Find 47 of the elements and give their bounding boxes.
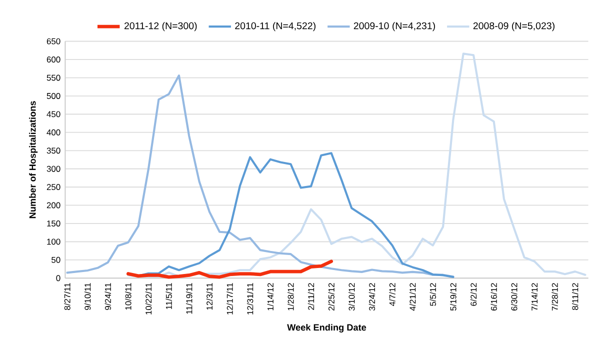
x-tick-label: 5/19/12 — [450, 283, 456, 311]
legend-label: 2010-11 (N=4,522) — [235, 22, 316, 32]
y-tick-label: 450 — [46, 111, 60, 118]
x-tick-label: 8/11/12 — [572, 283, 578, 310]
y-tick-label: 150 — [47, 220, 60, 227]
y-tick-label: 650 — [46, 38, 60, 45]
x-tick-label: 8/27/11 — [64, 283, 70, 310]
y-tick-label: 100 — [47, 238, 60, 245]
x-tick-label: 6/30/12 — [511, 283, 518, 311]
y-tick-label: 50 — [52, 257, 60, 264]
x-axis-title: Week Ending Date — [287, 324, 366, 333]
x-tick-label: 4/21/12 — [409, 283, 416, 311]
x-tick-label: 1/28/12 — [288, 283, 294, 311]
legend-label: 2011-12 (N=300) — [124, 22, 197, 32]
x-tick-label: 7/28/12 — [552, 283, 558, 311]
y-tick-label: 300 — [46, 166, 60, 172]
x-tick-label: 11/19/11 — [186, 283, 192, 314]
x-tick-label: 1/14/12 — [267, 283, 274, 311]
x-tick-label: 6/16/12 — [490, 283, 497, 311]
y-tick-label: 550 — [46, 74, 60, 81]
x-tick-label: 12/3/11 — [206, 283, 213, 310]
x-tick-label: 9/24/11 — [104, 283, 111, 310]
x-tick-label: 11/5/11 — [166, 283, 172, 310]
x-tick-label: 9/10/11 — [84, 283, 91, 310]
y-axis-title: Number of Hospitalizations — [29, 101, 38, 218]
x-tick-label: 5/5/12 — [430, 283, 436, 306]
x-tick-label: 12/17/11 — [226, 283, 233, 315]
y-tick-label: 350 — [46, 148, 60, 154]
x-tick-label: 12/31/11 — [246, 283, 254, 315]
legend-label: 2009-10 (N=4,231) — [354, 22, 435, 32]
x-tick-label: 10/22/11 — [145, 283, 152, 315]
x-tick-label: 6/2/12 — [470, 283, 477, 306]
x-tick-label: 4/7/12 — [389, 283, 396, 306]
y-tick-label: 600 — [46, 56, 60, 63]
x-tick-label: 7/14/12 — [531, 283, 538, 311]
x-tick-label: 10/8/11 — [125, 283, 132, 310]
x-tick-label: 3/10/12 — [348, 283, 355, 311]
y-tick-label: 0 — [56, 275, 60, 282]
x-tick-label: 3/24/12 — [368, 283, 376, 311]
y-tick-label: 200 — [46, 202, 60, 208]
y-tick-label: 500 — [46, 93, 60, 100]
y-tick-label: 250 — [46, 184, 60, 190]
x-tick-label: 2/11/12 — [308, 283, 314, 310]
line-series — [66, 74, 454, 278]
y-tick-label: 400 — [46, 130, 60, 136]
x-tick-label: 2/25/12 — [328, 283, 334, 311]
legend-label: 2008-09 (N=5,023) — [473, 22, 554, 32]
